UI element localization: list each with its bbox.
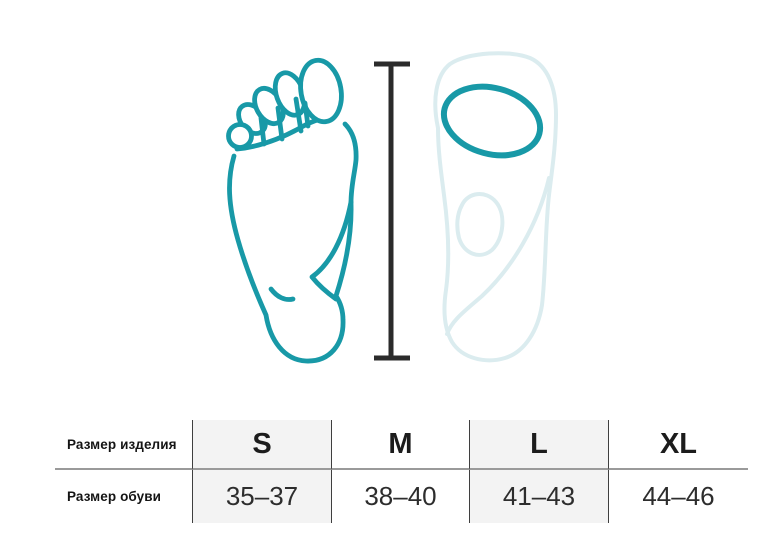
length-measure-line	[374, 61, 410, 361]
foot-measurement-illustration	[226, 51, 558, 364]
big-toe	[298, 57, 344, 125]
little-toe	[226, 122, 254, 150]
shoe-size-cell-xl: 44–46	[608, 470, 748, 523]
shoe-size-row-label: Размер обуви	[67, 489, 162, 504]
insole-arch-pad-blob	[455, 192, 505, 257]
shoe-size-cell-s: 35–37	[192, 470, 331, 523]
shoe-size-cell-m: 38–40	[331, 470, 469, 523]
insole-outline-icon	[433, 51, 558, 363]
size-table: Размер изделия S M L XL Размер обуви 35–…	[55, 420, 748, 523]
insole-arch-sweep-line	[445, 176, 551, 336]
size-cell-xl: XL	[608, 420, 748, 470]
size-cell-l: L	[469, 420, 608, 470]
shoe-size-cell-l: 41–43	[469, 470, 608, 523]
ball-area-highlight-ellipse	[440, 83, 544, 159]
heel-crease-line	[268, 286, 296, 302]
toe-webbing-lines	[258, 96, 311, 147]
foot-sole-outline-icon	[226, 57, 359, 364]
size-cell-s: S	[192, 420, 331, 470]
insole-outline	[433, 51, 558, 363]
arch-line	[309, 199, 354, 302]
size-cell-m: M	[331, 420, 469, 470]
product-size-row-label: Размер изделия	[55, 420, 192, 470]
foot-outline	[227, 121, 359, 364]
